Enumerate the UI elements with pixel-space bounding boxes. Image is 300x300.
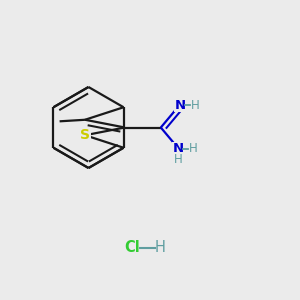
Text: H: H xyxy=(189,142,197,155)
Text: N: N xyxy=(173,142,184,155)
Text: S: S xyxy=(80,128,90,142)
Text: N: N xyxy=(175,99,186,112)
Text: H: H xyxy=(191,99,200,112)
Text: H: H xyxy=(154,240,165,255)
Text: H: H xyxy=(174,153,183,166)
Text: Cl: Cl xyxy=(124,240,140,255)
